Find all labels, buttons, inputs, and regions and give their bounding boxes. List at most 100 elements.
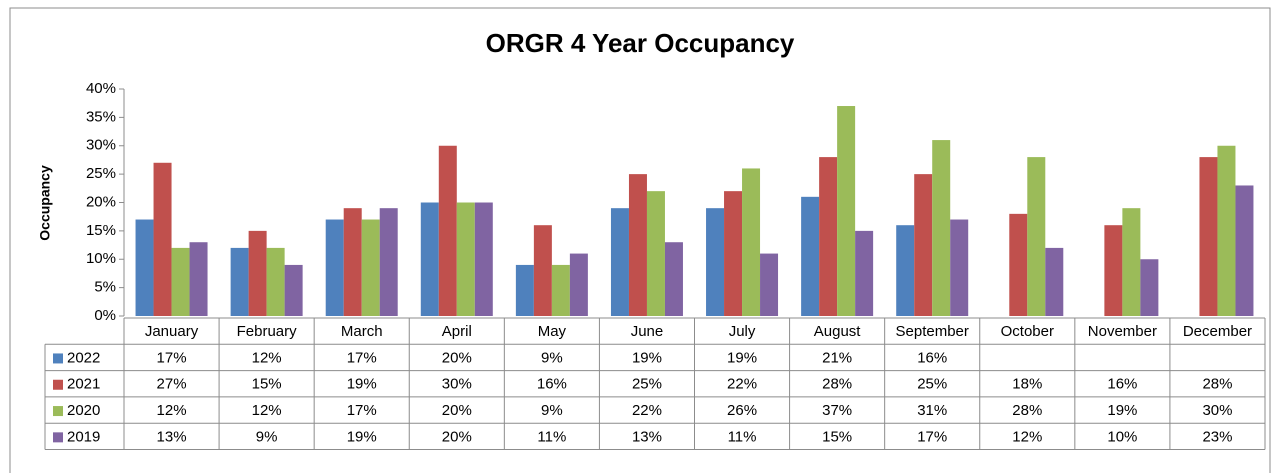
- data-label: 16%: [537, 376, 567, 393]
- data-label: 30%: [1202, 402, 1232, 419]
- bar: [343, 208, 362, 316]
- data-label: 20%: [442, 428, 472, 445]
- x-tick-label: July: [729, 323, 756, 340]
- data-label: 22%: [727, 376, 757, 393]
- bar: [1104, 225, 1123, 316]
- bar: [1140, 259, 1159, 316]
- data-label: 28%: [822, 376, 852, 393]
- data-label: 19%: [727, 349, 757, 366]
- data-label: 19%: [632, 349, 662, 366]
- bar: [646, 191, 665, 316]
- bar: [551, 264, 570, 316]
- data-label: 17%: [157, 349, 187, 366]
- bar: [153, 162, 172, 316]
- x-tick-label: August: [814, 323, 862, 340]
- data-label: 27%: [157, 376, 187, 393]
- y-tick-label: 20%: [86, 193, 116, 210]
- bar: [819, 157, 838, 316]
- data-label: 31%: [917, 402, 947, 419]
- legend-label: 2019: [67, 428, 100, 445]
- x-tick-label: April: [442, 323, 472, 340]
- bar: [801, 196, 820, 316]
- legend-label: 2022: [67, 349, 100, 366]
- data-label: 12%: [252, 349, 282, 366]
- bar: [266, 247, 285, 316]
- legend-swatch: [53, 406, 63, 417]
- data-label: 23%: [1202, 428, 1232, 445]
- bar: [724, 191, 743, 316]
- data-label: 25%: [632, 376, 662, 393]
- legend-label: 2020: [67, 402, 100, 419]
- x-tick-label: December: [1183, 323, 1252, 340]
- bar: [742, 168, 761, 316]
- bar: [1217, 145, 1236, 316]
- y-tick-label: 40%: [86, 80, 116, 97]
- x-tick-label: October: [1001, 323, 1054, 340]
- y-tick-label: 35%: [86, 108, 116, 125]
- data-label: 13%: [632, 428, 662, 445]
- legend-swatch: [53, 432, 63, 443]
- data-label: 12%: [157, 402, 187, 419]
- bar: [1122, 208, 1141, 316]
- data-label: 17%: [917, 428, 947, 445]
- bar: [855, 230, 874, 316]
- data-label: 21%: [822, 349, 852, 366]
- data-label: 26%: [727, 402, 757, 419]
- data-label: 12%: [1012, 428, 1042, 445]
- data-label: 19%: [347, 428, 377, 445]
- x-tick-label: January: [145, 323, 199, 340]
- legend-label: 2021: [67, 376, 100, 393]
- bar: [325, 219, 344, 316]
- bar: [837, 106, 856, 317]
- data-label: 11%: [537, 428, 566, 445]
- data-label: 25%: [917, 376, 947, 393]
- data-label: 28%: [1202, 376, 1232, 393]
- bar: [248, 230, 267, 316]
- bar: [1235, 185, 1254, 316]
- bar: [1045, 247, 1064, 316]
- bar: [230, 247, 249, 316]
- bar: [932, 140, 951, 316]
- x-tick-label: March: [341, 323, 383, 340]
- bar: [474, 202, 493, 316]
- data-label: 10%: [1107, 428, 1137, 445]
- bar: [438, 145, 457, 316]
- x-tick-label: June: [631, 323, 664, 340]
- bar: [189, 242, 208, 316]
- bar: [628, 174, 647, 316]
- bar: [914, 174, 933, 316]
- bar: [456, 202, 475, 316]
- data-label: 11%: [728, 428, 757, 445]
- data-label: 16%: [917, 349, 947, 366]
- data-label: 37%: [822, 402, 852, 419]
- bar: [1027, 157, 1046, 316]
- y-tick-label: 30%: [86, 137, 116, 154]
- data-label: 17%: [347, 349, 377, 366]
- bar: [569, 253, 588, 316]
- data-label: 15%: [822, 428, 852, 445]
- data-label: 12%: [252, 402, 282, 419]
- bar: [760, 253, 779, 316]
- bar: [135, 219, 154, 316]
- bar: [1199, 157, 1218, 316]
- y-tick-label: 0%: [94, 307, 116, 324]
- data-label: 16%: [1107, 376, 1137, 393]
- bar: [533, 225, 552, 316]
- y-tick-label: 5%: [94, 279, 116, 296]
- data-label: 28%: [1012, 402, 1042, 419]
- bar: [420, 202, 439, 316]
- data-label: 19%: [347, 376, 377, 393]
- bar: [379, 208, 398, 316]
- bar: [706, 208, 725, 316]
- data-label: 22%: [632, 402, 662, 419]
- data-label: 20%: [442, 349, 472, 366]
- bar: [610, 208, 629, 316]
- data-label: 13%: [157, 428, 187, 445]
- x-tick-label: May: [538, 323, 567, 340]
- data-label: 19%: [1107, 402, 1137, 419]
- data-label: 20%: [442, 402, 472, 419]
- bar: [896, 225, 915, 316]
- bar: [950, 219, 969, 316]
- data-label: 30%: [442, 376, 472, 393]
